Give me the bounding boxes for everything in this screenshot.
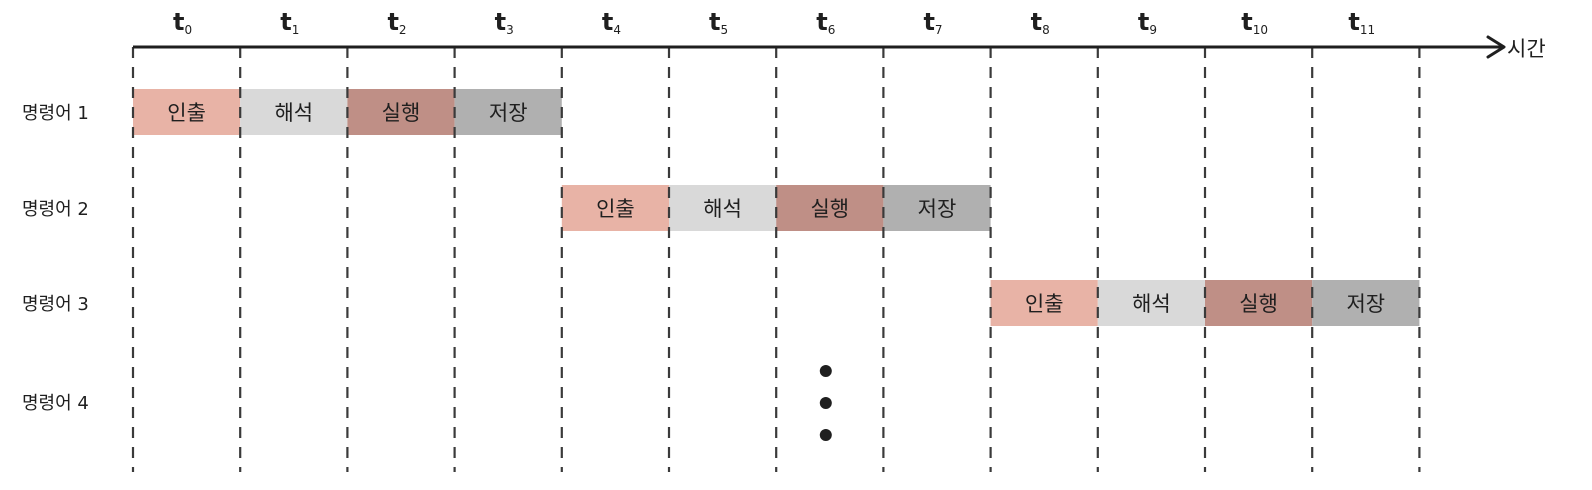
- stage-label: 실행: [1239, 292, 1278, 316]
- ellipsis-dot: [819, 429, 832, 441]
- ellipsis-dot: [819, 397, 832, 409]
- instruction-label: 명령어 2: [22, 199, 89, 220]
- stage-bar: [561, 185, 669, 231]
- stage-label: 저장: [918, 197, 957, 221]
- stage-label: 실행: [382, 101, 421, 125]
- stage-bar: [133, 89, 241, 135]
- stage-label: 저장: [489, 101, 528, 125]
- continuation-ellipsis: [819, 365, 832, 441]
- stage-bar: [669, 185, 777, 231]
- instruction-label: 명령어 3: [22, 294, 89, 315]
- instruction-label: 명령어 1: [22, 103, 89, 124]
- stage-label: 인출: [1025, 292, 1064, 316]
- time-tick-label: t0: [173, 8, 192, 37]
- stage-bar: [883, 185, 991, 231]
- time-axis-label: 시간: [1507, 37, 1546, 61]
- stage-label: 인출: [596, 197, 635, 221]
- stage-label: 저장: [1346, 292, 1385, 316]
- arrow-head-icon: [1486, 35, 1506, 59]
- time-tick-label: t1: [280, 8, 299, 37]
- stage-label: 해석: [1132, 292, 1171, 316]
- time-tick-label: t7: [923, 8, 942, 37]
- time-tick-label: t6: [816, 8, 835, 37]
- stage-label: 실행: [810, 197, 849, 221]
- time-ticks: t0 t1 t2 t3 t4 t5 t6 t7 t8 t9 t10 t11: [173, 8, 1375, 37]
- time-tick-label: t10: [1241, 8, 1268, 37]
- time-tick-label: t11: [1348, 8, 1375, 37]
- time-tick-label: t3: [495, 8, 514, 37]
- stage-label: 해석: [274, 101, 313, 125]
- stage-label: 인출: [167, 101, 206, 125]
- time-tick-label: t5: [709, 8, 728, 37]
- instruction-label: 명령어 4: [22, 393, 89, 414]
- stage-bar: [240, 89, 348, 135]
- stage-bar: [1097, 280, 1205, 326]
- stage-bar: [1205, 280, 1313, 326]
- stage-bar: [776, 185, 884, 231]
- stage-bar: [454, 89, 562, 135]
- stage-bar: [1312, 280, 1420, 326]
- time-tick-label: t9: [1138, 8, 1157, 37]
- stage-label: 해석: [703, 197, 742, 221]
- time-tick-label: t2: [387, 8, 406, 37]
- time-tick-label: t8: [1031, 8, 1050, 37]
- stage-bar: [990, 280, 1098, 326]
- ellipsis-dot: [819, 365, 832, 377]
- time-gridlines: [131, 47, 1421, 472]
- time-tick-label: t4: [602, 8, 621, 37]
- time-axis: 시간: [133, 35, 1546, 61]
- stage-bar: [347, 89, 455, 135]
